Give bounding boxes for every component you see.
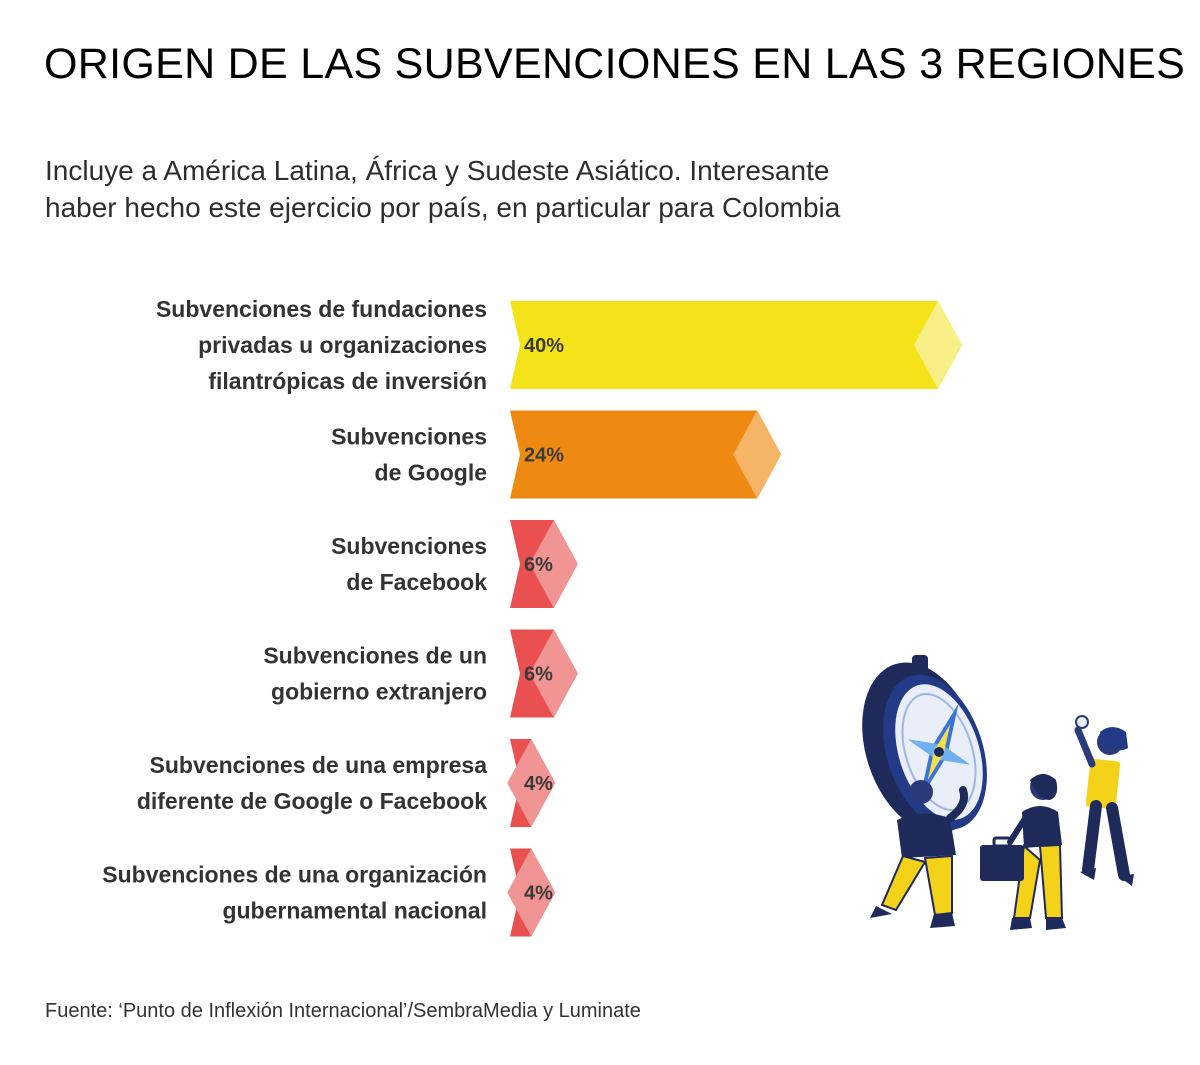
bars-layer: 40% Subvenciones de fundaciones privadas u… [102, 296, 962, 937]
category-label: Subvenciones [331, 424, 487, 450]
category-label: de Facebook [346, 569, 487, 595]
person-holding-compass-icon [870, 780, 969, 928]
bar-group: 4% Subvenciones de una organización gubern… [102, 848, 556, 937]
bar-group: 40% Subvenciones de fundaciones privadas u… [156, 296, 962, 394]
data-label: 40% [524, 335, 564, 357]
bar-group: 4% Subvenciones de una empresa diferente d… [137, 739, 556, 827]
chart-subtitle: Incluye a América Latina, África y Sudes… [45, 152, 1025, 226]
category-label: diferente de Google o Facebook [137, 788, 487, 814]
category-label: Subvenciones de una organización [102, 862, 487, 888]
bar-tip [529, 629, 578, 718]
category-label: filantrópicas de inversión [208, 368, 487, 394]
bar-tip [914, 301, 962, 389]
bar-group: 6% Subvenciones de un gobierno extranjero [263, 629, 578, 718]
data-label: 24% [524, 445, 564, 467]
person-waving-icon [1074, 715, 1134, 886]
person-with-briefcase-icon [980, 774, 1066, 930]
source-note: Fuente: ‘Punto de Inflexión Internaciona… [45, 1000, 641, 1022]
bar-tip [529, 520, 578, 608]
data-label: 4% [524, 773, 553, 795]
category-label: Subvenciones de fundaciones [156, 296, 487, 322]
bar [510, 410, 782, 499]
category-label: gubernamental nacional [222, 898, 487, 924]
bar-group: 6% Subvenciones de Facebook [331, 520, 578, 608]
bar-tip [733, 410, 782, 499]
data-label: 6% [524, 554, 553, 576]
category-label: de Google [375, 460, 487, 486]
bar-tip [507, 848, 556, 937]
category-label: Subvenciones [331, 533, 487, 559]
bar [510, 301, 962, 389]
category-label: Subvenciones de una empresa [150, 752, 488, 778]
data-label: 6% [524, 664, 553, 686]
category-label: gobierno extranjero [271, 679, 487, 705]
bar-group: 24% Subvenciones de Google [331, 410, 782, 499]
bar-tip [507, 739, 556, 827]
chart-title: ORIGEN DE LAS SUBVENCIONES EN LAS 3 REGI… [44, 40, 1186, 88]
category-label: privadas u organizaciones [198, 332, 487, 358]
subtitle-line-1: Incluye a América Latina, África y Sudes… [45, 155, 830, 186]
category-label: Subvenciones de un [263, 643, 487, 669]
people-with-compass-illustration [862, 655, 1134, 930]
data-label: 4% [524, 883, 553, 905]
subtitle-line-2: haber hecho este ejercicio por país, en … [45, 192, 841, 223]
